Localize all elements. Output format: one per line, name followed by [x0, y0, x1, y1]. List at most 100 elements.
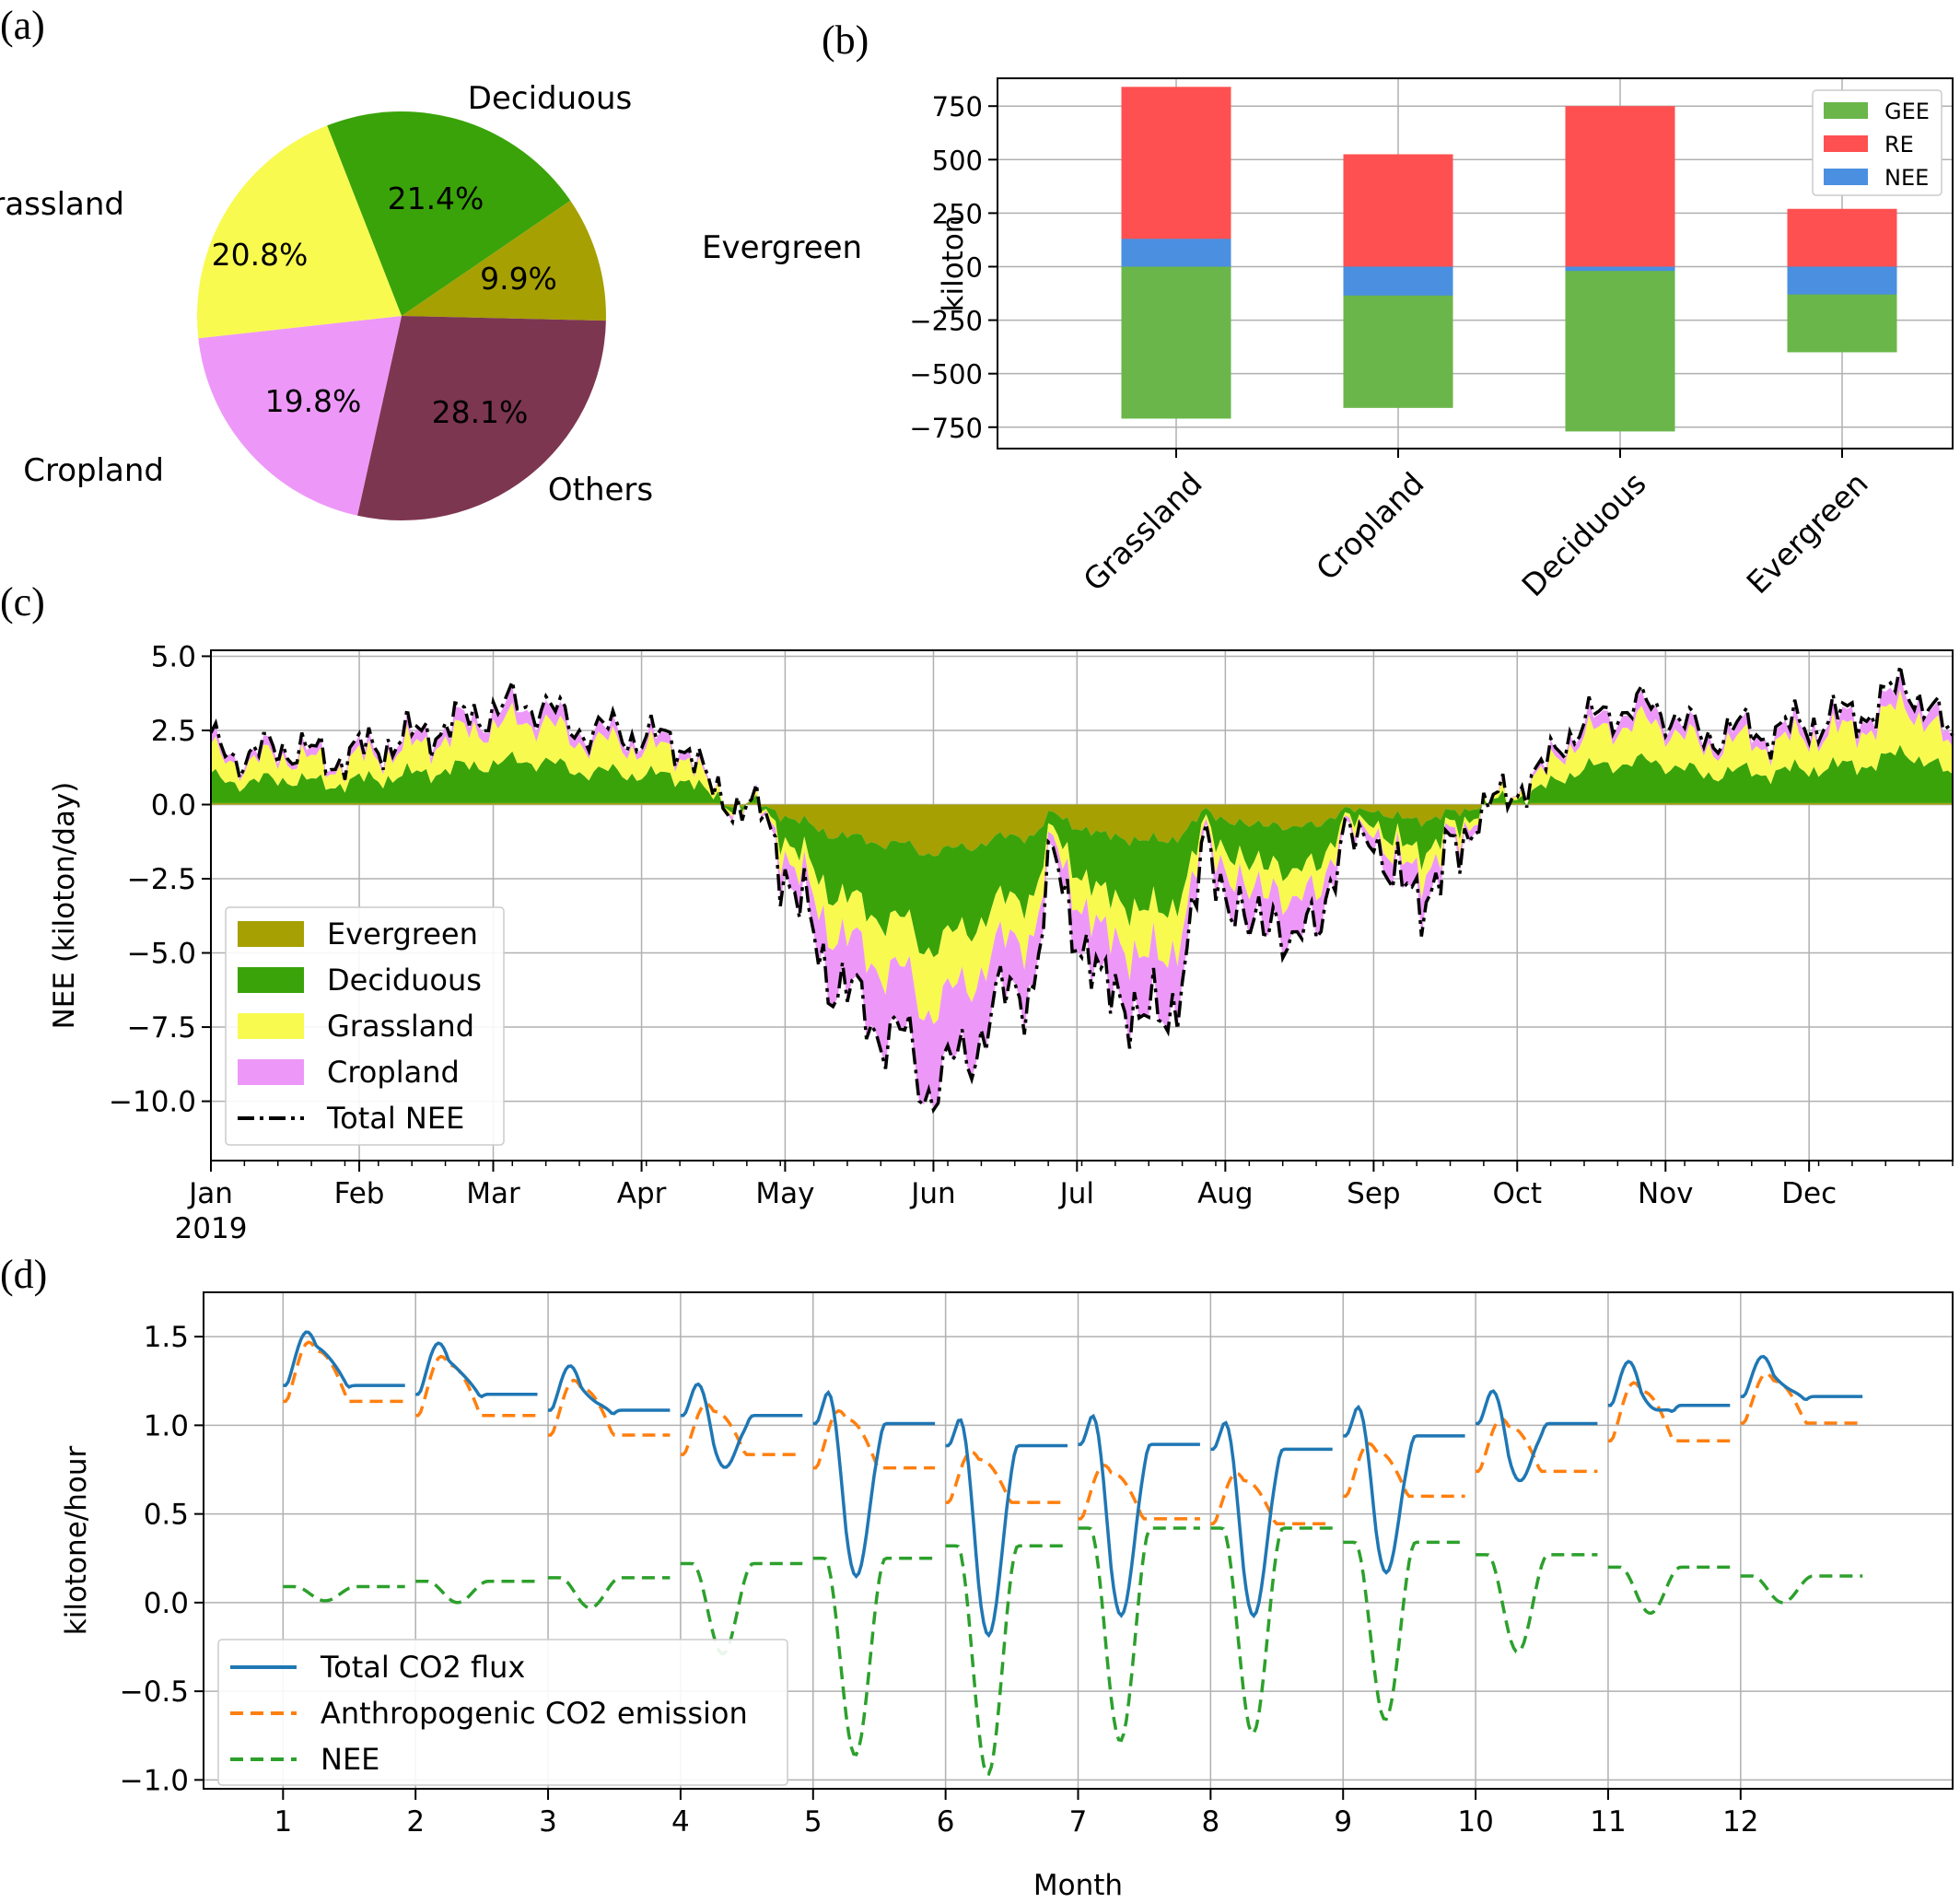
line-chart: 1 2 3 4 5 6 7 8 9 10 11 12−1.0−0.50.00.51.01.5kilot…	[60, 1291, 1954, 1902]
pie-pct-grassland: 20.8%	[212, 237, 309, 273]
line-total-month-9	[1343, 1404, 1465, 1575]
x-tick-label-nov: Nov	[1638, 1177, 1694, 1210]
pie-slice-others	[357, 316, 606, 521]
x-tick-label: 1	[274, 1805, 292, 1839]
legend-swatch-nee	[1824, 169, 1868, 185]
x-tick-label: 6	[937, 1805, 955, 1839]
legend-swatch-cropland	[238, 1059, 304, 1085]
y-tick-label: 500	[932, 145, 983, 176]
y-tick-label: 0.5	[144, 1499, 189, 1532]
y-tick-label: 0	[966, 251, 983, 283]
area-evergreen	[211, 802, 1953, 857]
line-total-month-10	[1476, 1389, 1598, 1483]
x-tick-label: 4	[671, 1805, 690, 1839]
line-nee-month-9	[1343, 1540, 1465, 1722]
line-total-month-7	[1078, 1413, 1200, 1618]
plot-frame	[997, 77, 1954, 449]
pie-pct-others: 28.1%	[432, 394, 529, 430]
line-total-month-5	[812, 1389, 936, 1579]
area-deciduous	[211, 744, 1953, 958]
line-nee-month-6	[945, 1544, 1068, 1776]
bar-re-evergreen	[1787, 208, 1897, 267]
area-chart: Jan Feb Mar Apr May Jun Jul Aug Sep Oct Nov Dec 2019…	[48, 640, 1954, 1245]
x-tick-label: 11	[1590, 1805, 1626, 1839]
x-tick-label: 10	[1457, 1805, 1493, 1839]
bar-gee-grassland	[1121, 266, 1231, 419]
pie-label-evergreen: Evergreen	[702, 229, 862, 266]
line-anthro-month-8	[1210, 1471, 1333, 1525]
x-tick-label-deciduous: Deciduous	[1515, 465, 1653, 603]
legend-swatch-grassland	[238, 1013, 304, 1039]
y-tick-label: −750	[909, 413, 983, 444]
legend-label-grassland: Grassland	[327, 1009, 474, 1044]
y-tick-label: 2.5	[151, 715, 196, 748]
legend-label-re: RE	[1884, 132, 1914, 158]
x-tick-label-mar: Mar	[466, 1177, 520, 1210]
line-anthro-month-10	[1476, 1417, 1598, 1474]
bar-nee-cropland	[1343, 266, 1453, 296]
pie-slice-deciduous	[327, 111, 571, 316]
line-anthro-month-4	[680, 1402, 803, 1456]
legend-label-gee: GEE	[1884, 99, 1930, 124]
panel-label-d: (d)	[0, 1252, 47, 1297]
line-anthro-month-12	[1740, 1372, 1863, 1425]
x-tick-label-jun: Jun	[909, 1177, 955, 1210]
x-tick-label-cropland: Cropland	[1309, 465, 1430, 587]
legend-label-nee: NEE	[1884, 165, 1929, 191]
line-total-month-6	[945, 1418, 1068, 1639]
legend-swatch-deciduous	[238, 967, 304, 993]
x-axis-label: Month	[1033, 1869, 1123, 1902]
legend-label-cropland: Cropland	[327, 1055, 460, 1090]
line-total-month-4	[680, 1382, 803, 1469]
line-total-month-3	[548, 1364, 671, 1416]
legend-swatch-re	[1824, 135, 1868, 152]
x-tick-label: 8	[1201, 1805, 1219, 1839]
y-tick-label: −1.0	[120, 1764, 189, 1797]
x-tick-label-dec: Dec	[1781, 1177, 1837, 1210]
line-nee-month-8	[1210, 1526, 1333, 1735]
line-total-month-12	[1740, 1354, 1863, 1402]
line-anthro-month-7	[1078, 1463, 1200, 1521]
legend-box	[217, 1639, 788, 1786]
legend-swatch-evergreen	[238, 921, 304, 947]
y-tick-label: 1.0	[144, 1409, 189, 1442]
pie-pct-deciduous: 21.4%	[388, 181, 484, 216]
bar-gee-deciduous	[1565, 266, 1675, 432]
line-anthro-month-5	[812, 1408, 936, 1470]
line-nee-month-11	[1608, 1565, 1731, 1616]
y-tick-label: 5.0	[151, 640, 196, 673]
line-anthro-month-2	[415, 1354, 538, 1418]
pie-label-deciduous: Deciduous	[468, 80, 632, 117]
line-nee-month-12	[1740, 1574, 1863, 1605]
x-tick-label-aug: Aug	[1197, 1177, 1254, 1210]
line-nee-month-4	[680, 1561, 803, 1656]
x-year-label: 2019	[175, 1212, 248, 1245]
y-axis-label: kilotone/hour	[60, 1446, 93, 1636]
y-tick-label: 0.0	[144, 1587, 189, 1620]
line-nee-month-2	[415, 1580, 538, 1605]
x-tick-label-apr: Apr	[617, 1177, 667, 1210]
legend-label-total-co2-flux: Total CO2 flux	[320, 1650, 525, 1685]
line-anthro-month-1	[283, 1340, 405, 1404]
y-tick-label: 750	[932, 91, 983, 123]
plot-frame	[210, 649, 1954, 1162]
x-tick-label-evergreen: Evergreen	[1740, 465, 1875, 601]
pie-pct-evergreen: 9.9%	[480, 261, 557, 297]
line-anthro-month-3	[548, 1378, 671, 1437]
line-total-month-2	[415, 1341, 538, 1399]
x-tick-label-feb: Feb	[334, 1177, 385, 1210]
line-total-month-11	[1608, 1360, 1731, 1414]
line-anthro-month-9	[1343, 1442, 1465, 1499]
legend-label-evergreen: Evergreen	[327, 916, 478, 952]
line-total-month-1	[283, 1330, 405, 1389]
line-nee-month-3	[548, 1576, 671, 1610]
plot-frame	[203, 1291, 1954, 1790]
x-tick-label: 9	[1334, 1805, 1352, 1839]
pie-label-others: Others	[548, 472, 653, 508]
y-tick-label: −0.5	[120, 1675, 189, 1709]
line-total-nee	[209, 665, 1954, 1115]
legend-label-deciduous: Deciduous	[327, 963, 482, 998]
pie-pct-cropland: 19.8%	[265, 383, 362, 419]
pie-slice-evergreen	[402, 200, 606, 321]
